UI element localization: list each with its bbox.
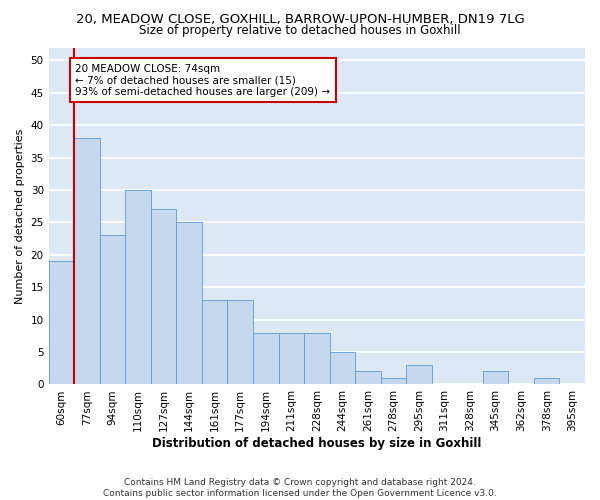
Text: Contains HM Land Registry data © Crown copyright and database right 2024.
Contai: Contains HM Land Registry data © Crown c… xyxy=(103,478,497,498)
Bar xyxy=(534,378,559,384)
Bar xyxy=(202,300,227,384)
Bar xyxy=(74,138,100,384)
X-axis label: Distribution of detached houses by size in Goxhill: Distribution of detached houses by size … xyxy=(152,437,482,450)
Bar xyxy=(380,378,406,384)
Bar xyxy=(483,372,508,384)
Bar xyxy=(278,332,304,384)
Bar xyxy=(355,372,380,384)
Y-axis label: Number of detached properties: Number of detached properties xyxy=(15,128,25,304)
Text: 20 MEADOW CLOSE: 74sqm
← 7% of detached houses are smaller (15)
93% of semi-deta: 20 MEADOW CLOSE: 74sqm ← 7% of detached … xyxy=(76,64,331,97)
Text: Size of property relative to detached houses in Goxhill: Size of property relative to detached ho… xyxy=(139,24,461,37)
Bar xyxy=(49,262,74,384)
Text: 20, MEADOW CLOSE, GOXHILL, BARROW-UPON-HUMBER, DN19 7LG: 20, MEADOW CLOSE, GOXHILL, BARROW-UPON-H… xyxy=(76,12,524,26)
Bar xyxy=(304,332,329,384)
Bar xyxy=(227,300,253,384)
Bar xyxy=(329,352,355,384)
Bar xyxy=(151,210,176,384)
Bar xyxy=(125,190,151,384)
Bar xyxy=(176,222,202,384)
Bar xyxy=(406,365,432,384)
Bar xyxy=(100,236,125,384)
Bar xyxy=(253,332,278,384)
